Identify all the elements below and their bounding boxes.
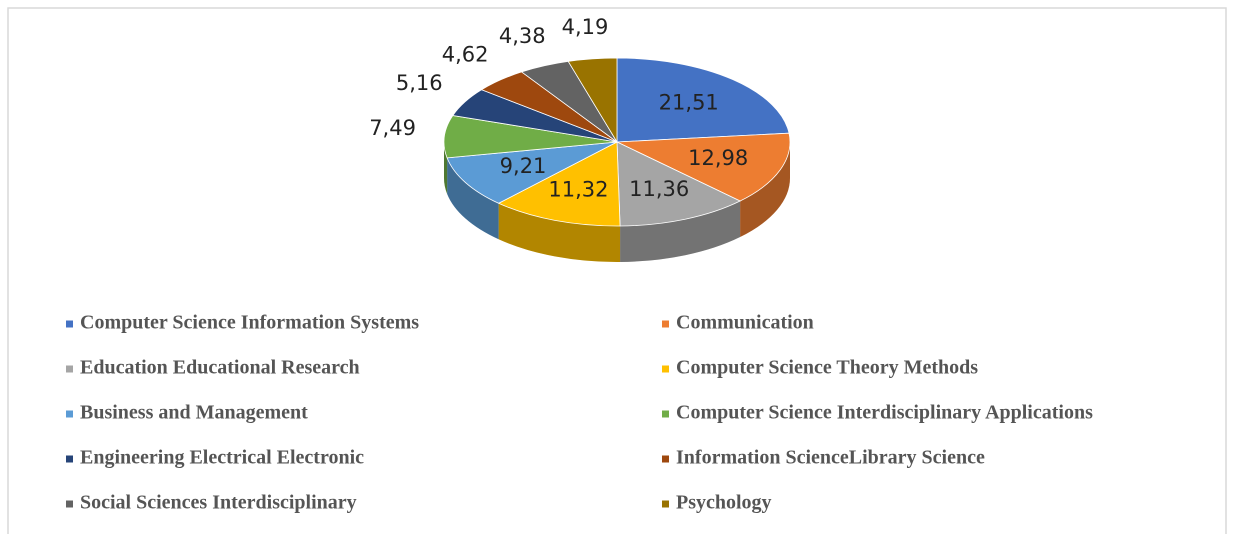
slice-side <box>498 203 621 262</box>
data-label: 21,51 <box>659 90 719 114</box>
slice-side <box>740 142 790 238</box>
slice-side-shade <box>447 157 499 240</box>
slice-side-shade <box>620 201 741 262</box>
legend-label: Computer Science Interdisciplinary Appli… <box>676 402 1093 424</box>
legend-label: Education Educational Research <box>80 357 360 379</box>
legend-marker <box>66 455 73 463</box>
data-label: 11,36 <box>629 177 689 201</box>
slice <box>616 141 742 227</box>
slice <box>567 57 618 144</box>
slice-side-shade <box>444 142 448 194</box>
slice <box>443 115 618 159</box>
slice-side-shade <box>498 203 621 262</box>
legend-marker <box>662 320 669 328</box>
slice <box>446 141 618 204</box>
slice <box>616 57 790 143</box>
legend-marker <box>66 500 73 508</box>
slice-side <box>620 201 741 262</box>
legend-label: Social Sciences Interdisciplinary <box>80 492 357 514</box>
data-label: 4,62 <box>442 42 489 66</box>
legend-marker <box>662 500 669 508</box>
legend-marker <box>662 410 669 418</box>
frame <box>7 7 1227 534</box>
legend-label: Business and Management <box>80 402 308 424</box>
slice-side <box>447 157 499 240</box>
legend-label: Computer Science Information Systems <box>80 312 419 334</box>
slice <box>497 141 621 227</box>
legend-marker <box>66 410 73 418</box>
data-label: 9,21 <box>500 154 547 178</box>
data-label: 4,38 <box>499 24 546 48</box>
legend-marker <box>66 320 73 328</box>
data-label: 7,49 <box>369 116 416 140</box>
legend-label: Psychology <box>676 492 772 514</box>
legend-label: Engineering Electrical Electronic <box>80 447 364 469</box>
legend-marker <box>662 455 669 463</box>
data-label: 4,19 <box>562 15 609 39</box>
slice <box>616 132 791 202</box>
legend-marker <box>662 365 669 373</box>
legend-label: Computer Science Theory Methods <box>676 357 978 379</box>
data-label: 5,16 <box>396 71 443 95</box>
legend-label: Communication <box>676 312 814 334</box>
data-label: 12,98 <box>688 146 748 170</box>
data-label: 11,32 <box>548 178 608 202</box>
legend-marker <box>66 365 73 373</box>
slice-side <box>444 142 448 194</box>
slice-side-shade <box>740 142 790 238</box>
legend-label: Information ScienceLibrary Science <box>676 447 985 469</box>
